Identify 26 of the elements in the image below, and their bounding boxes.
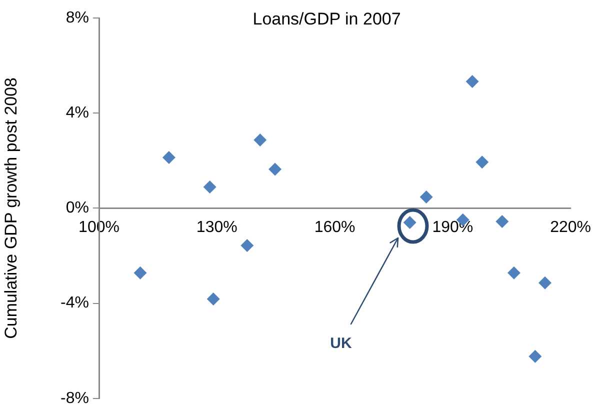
y-tick-label: -4% (60, 294, 89, 312)
point (466, 74, 479, 88)
chart-title: Loans/GDP in 2007 (252, 10, 401, 29)
point (507, 266, 520, 280)
annotation: UK (330, 335, 352, 352)
point (162, 151, 176, 164)
y-tick-label: -8% (60, 390, 89, 407)
point (268, 162, 282, 176)
x-tick-label: 130% (196, 219, 238, 236)
x-tick-label: 100% (78, 219, 120, 236)
y-tick-label: 0% (66, 200, 89, 217)
point (528, 350, 542, 363)
point (240, 239, 254, 252)
x-tick-label: 160% (314, 219, 356, 236)
point (420, 190, 433, 204)
point (134, 266, 147, 280)
y-axis-title: Cumulative GDP growth post 2008 (2, 77, 21, 339)
x-tick-label: 220% (550, 219, 591, 236)
point (254, 133, 267, 146)
point (496, 215, 509, 228)
point (203, 180, 216, 194)
point (538, 276, 552, 290)
point (476, 156, 489, 169)
point (206, 292, 220, 306)
y-tick-label: 4% (66, 104, 89, 122)
y-tick-label: 8% (66, 9, 89, 26)
